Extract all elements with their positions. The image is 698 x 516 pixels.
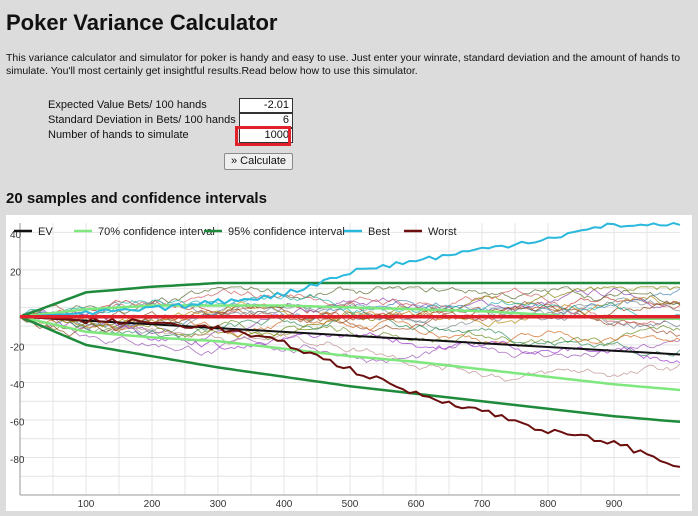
y-tick-label: -80 (10, 455, 25, 466)
legend-label: EV (38, 226, 53, 238)
x-tick-label: 300 (210, 499, 227, 510)
series-line-ev (19, 315, 681, 356)
series-line-70-confidence-interval (19, 315, 681, 392)
sample-path (19, 293, 681, 321)
ev-label: Expected Value Bets/ 100 hands (48, 99, 207, 111)
y-tick-label: 40 (10, 230, 22, 241)
hands-highlight-box (235, 126, 291, 146)
intro-text: This variance calculator and simulator f… (6, 52, 681, 77)
y-tick-label: -40 (10, 380, 25, 391)
x-tick-label: 900 (606, 499, 623, 510)
chart-svg: 40 20 -20 -40 -60 -80 100 200 300 400 500 600 700 800… (10, 221, 681, 510)
y-tick-label: -20 (10, 342, 25, 353)
variance-chart: 40 20 -20 -40 -60 -80 100 200 300 400 500 600 700 800… (6, 215, 692, 511)
calculate-button[interactable]: » Calculate (224, 153, 294, 170)
x-tick-label: 800 (540, 499, 557, 510)
series-line-best (19, 221, 681, 318)
legend-label: 70% confidence interval (98, 226, 215, 238)
y-tick-label: -60 (10, 417, 25, 428)
x-tick-label: 700 (474, 499, 491, 510)
sample-path (19, 314, 681, 345)
series-line-95-confidence-interval (19, 315, 681, 424)
page-title: Poker Variance Calculator (6, 10, 278, 35)
section-title: 20 samples and confidence intervals (6, 190, 267, 207)
hands-value: 1000 (264, 129, 289, 141)
hands-label: Number of hands to simulate (48, 129, 189, 141)
legend-label: 95% confidence interval (228, 226, 345, 238)
ev-value: -2.01 (263, 99, 289, 111)
ev-input[interactable]: -2.01 (239, 98, 293, 113)
series-line-95-confidence-interval (19, 281, 680, 318)
y-tick-label: 20 (10, 267, 22, 278)
x-tick-label: 600 (408, 499, 425, 510)
sd-value: 6 (282, 114, 289, 126)
x-tick-label: 100 (78, 499, 95, 510)
sample-path (19, 288, 681, 328)
sample-path (19, 310, 681, 382)
series-line-worst (19, 315, 681, 468)
x-tick-label: 200 (144, 499, 161, 510)
sd-label: Standard Deviation in Bets/ 100 hands (48, 114, 236, 126)
x-tick-label: 500 (342, 499, 359, 510)
x-tick-label: 400 (276, 499, 293, 510)
legend-label: Worst (428, 226, 457, 238)
legend-label: Best (368, 226, 390, 238)
